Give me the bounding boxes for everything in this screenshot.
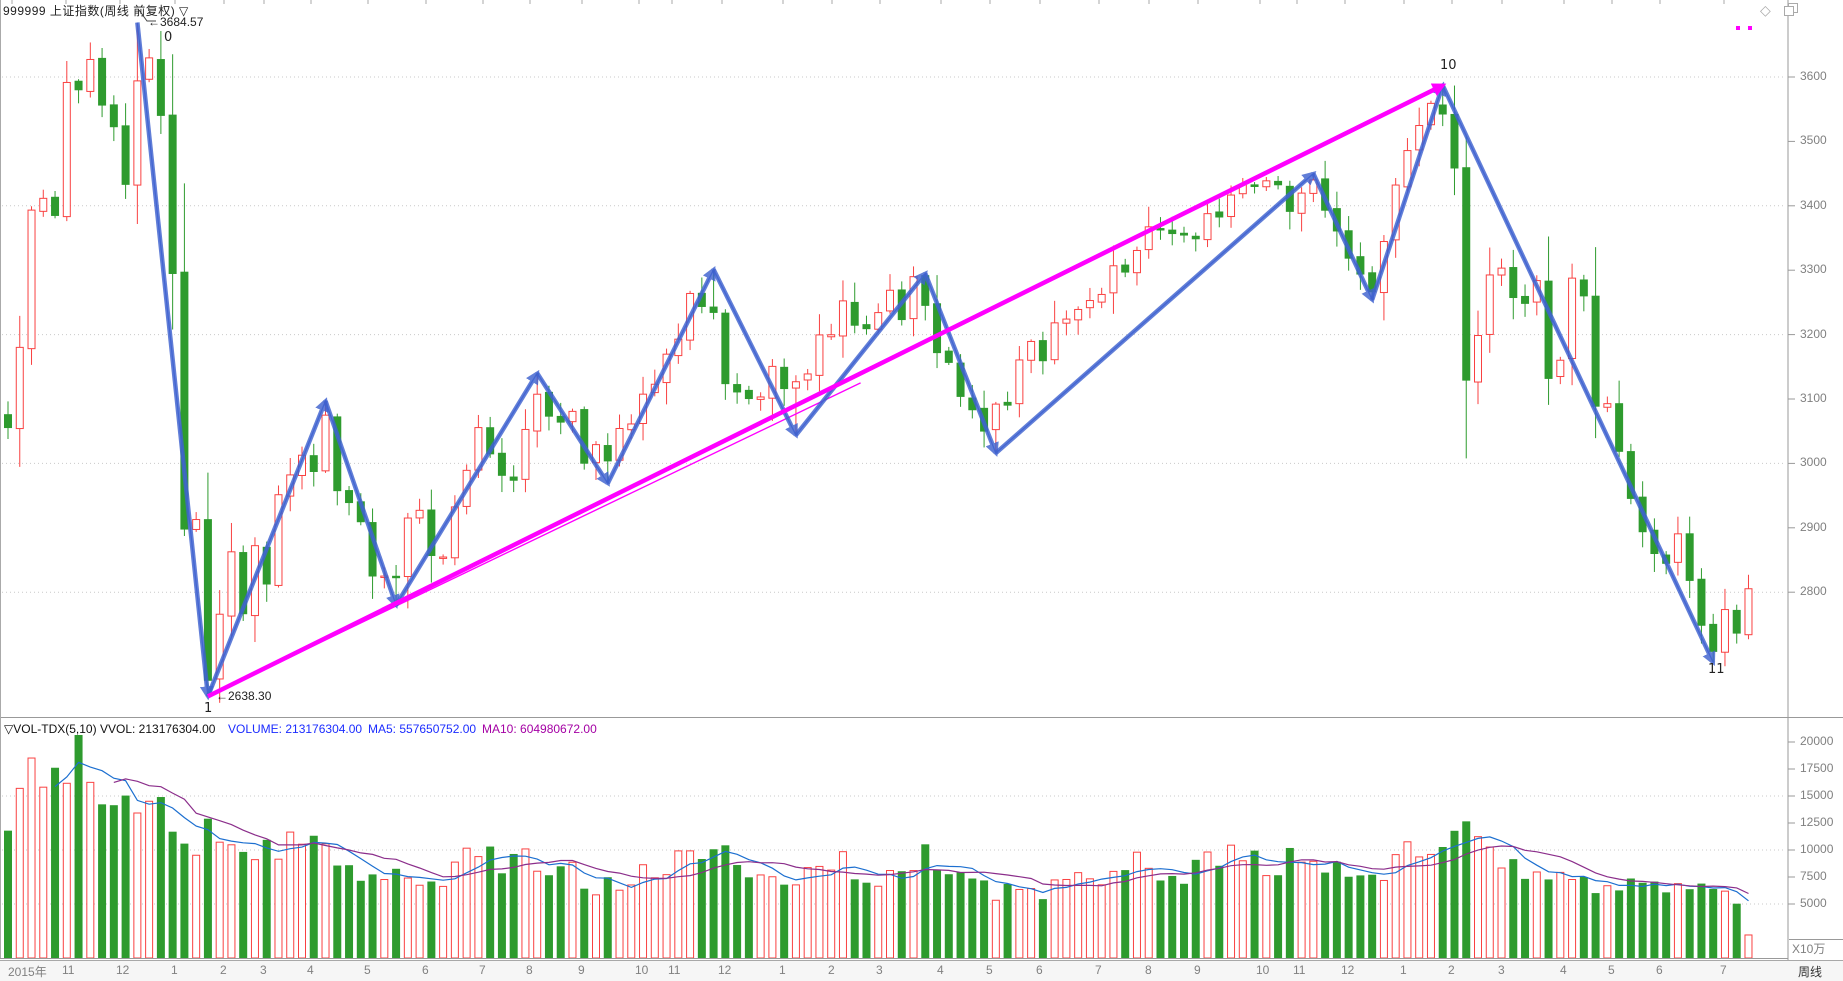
price-axis-label: 3000 xyxy=(1800,455,1827,470)
high-price-annotation: ←3684.57 xyxy=(148,15,204,29)
price-axis-label: 3400 xyxy=(1800,197,1827,212)
date-axis-label: 8 xyxy=(526,963,533,977)
price-axis-label: 3100 xyxy=(1800,391,1827,405)
date-axis-label: 5 xyxy=(1608,963,1615,977)
wave-label-10: 10 xyxy=(1440,58,1457,73)
date-axis-label: 4 xyxy=(307,963,314,977)
volume-axis-label: 17500 xyxy=(1800,761,1834,775)
volume-axis-label: 20000 xyxy=(1800,734,1834,748)
wave-label-11: 11 xyxy=(1708,662,1725,677)
price-axis-label: 3300 xyxy=(1800,262,1827,277)
vol-ma5-value: MA5: 557650752.00 xyxy=(368,722,477,736)
period-label[interactable]: 周线 xyxy=(1798,965,1823,979)
wave-label-0: 0 xyxy=(164,30,173,45)
vol-vvol-value: VVOL: 213176304.00 xyxy=(100,722,216,736)
date-axis-label: 5 xyxy=(364,963,371,977)
date-axis-label: 10 xyxy=(635,963,649,977)
price-axis-label: 3200 xyxy=(1800,326,1827,341)
date-axis-label: 1 xyxy=(779,963,786,977)
vol-indicator-name[interactable]: ▽VOL-TDX(5,10) xyxy=(4,722,97,736)
date-axis-label: 6 xyxy=(422,963,429,977)
date-axis-label: 2 xyxy=(220,963,227,977)
date-axis-label: 7 xyxy=(1095,963,1102,977)
date-axis-label: 12 xyxy=(718,963,732,977)
magenta-marker-dot xyxy=(1736,26,1740,30)
layers-icon[interactable] xyxy=(1784,3,1798,16)
date-axis-label: 4 xyxy=(1560,963,1567,977)
volume-axis-label: 10000 xyxy=(1800,842,1834,856)
volume-bars xyxy=(4,735,1753,959)
date-axis-label: 3 xyxy=(1498,963,1505,977)
date-axis-label: 6 xyxy=(1036,963,1043,977)
date-axis-label: 3 xyxy=(876,963,883,977)
date-axis-label: 7 xyxy=(479,963,486,977)
price-axis-label: 2800 xyxy=(1800,584,1827,599)
date-axis-label: 11 xyxy=(1293,963,1306,977)
volume-axis-label: 12500 xyxy=(1800,815,1834,829)
vol-volume-value: VOLUME: 213176304.00 xyxy=(228,722,363,736)
date-axis-label: 5 xyxy=(986,963,993,977)
drawn-trendlines[interactable] xyxy=(135,9,1716,701)
date-axis-label: 12 xyxy=(116,963,130,977)
volume-unit-label: X10万 xyxy=(1789,939,1843,960)
volume-axis-label: 7500 xyxy=(1800,869,1827,883)
date-axis-label: 11 xyxy=(62,963,75,977)
volume-axis-label: 15000 xyxy=(1800,788,1834,802)
date-axis-label: 2 xyxy=(828,963,835,977)
date-axis-label: 2015年 xyxy=(8,965,47,979)
date-axis-label: 3 xyxy=(260,963,267,977)
date-axis-row xyxy=(0,960,1843,981)
date-axis-label: 1 xyxy=(171,963,178,977)
price-axis-label: 3600 xyxy=(1800,69,1827,83)
date-axis-label: 9 xyxy=(1194,963,1201,977)
low-price-annotation: ←2638.30 xyxy=(216,689,272,703)
date-axis-label: 2 xyxy=(1448,963,1455,977)
magenta-marker-dot xyxy=(1748,26,1752,30)
wave-label-1: 1 xyxy=(204,701,213,716)
date-axis-label: 1 xyxy=(1400,963,1407,977)
date-axis-label: 6 xyxy=(1656,963,1663,977)
layers-icon-front-square xyxy=(1784,6,1794,16)
diamond-icon[interactable]: ◇ xyxy=(1760,2,1771,18)
date-axis-label: 11 xyxy=(668,963,681,977)
price-axis-label: 2900 xyxy=(1800,519,1827,534)
chart-title[interactable]: 999999 上证指数(周线 前复权) ▽ xyxy=(3,4,189,18)
date-axis-label: 9 xyxy=(578,963,585,977)
date-axis-label: 4 xyxy=(937,963,944,977)
date-axis-label: 10 xyxy=(1256,963,1270,977)
price-axis-label: 3500 xyxy=(1800,133,1827,148)
date-axis-label: 8 xyxy=(1145,963,1152,977)
date-axis-label: 12 xyxy=(1341,963,1355,977)
date-axis-label: 7 xyxy=(1720,963,1727,977)
vol-ma10-value: MA10: 604980672.00 xyxy=(482,722,597,736)
volume-axis-label: 5000 xyxy=(1800,896,1827,910)
